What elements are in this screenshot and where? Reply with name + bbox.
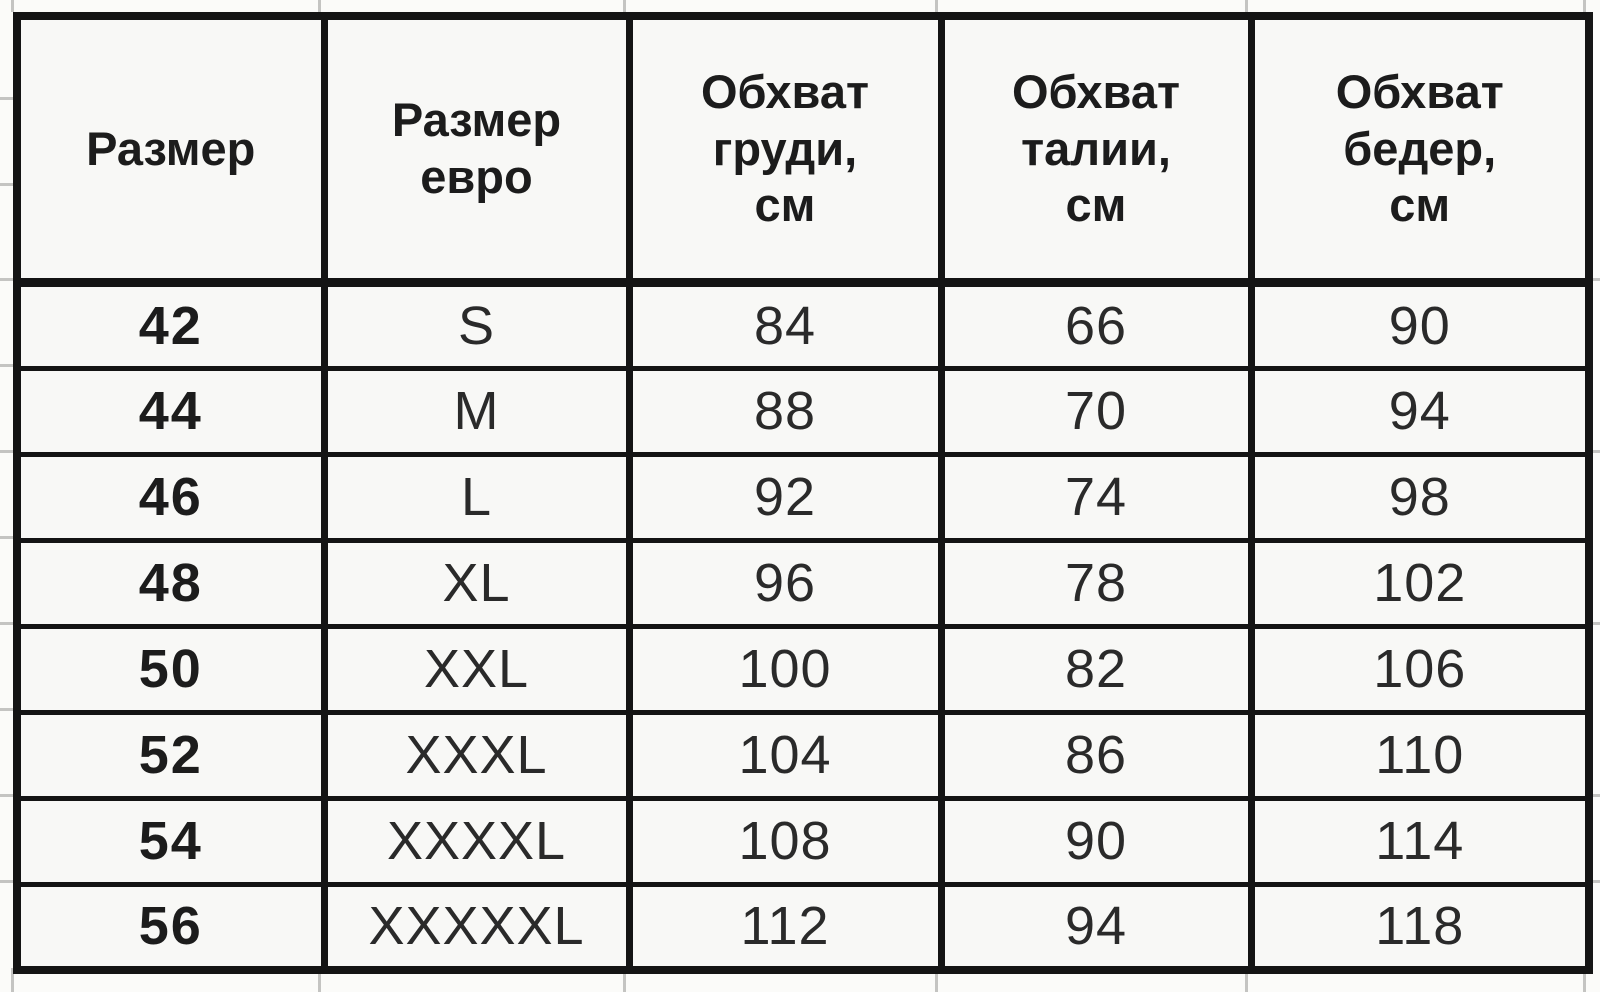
gridline-tick [935, 968, 938, 992]
header-line: Обхват [701, 65, 869, 119]
cell-waist: 66 [937, 279, 1255, 371]
table-row: 42 S 84 66 90 [13, 279, 1593, 371]
gridline-tick [623, 968, 626, 992]
header-line: талии, [1021, 121, 1171, 175]
cell-euro: XL [320, 537, 633, 629]
header-line: Обхват [1012, 65, 1180, 119]
cell-hips: 102 [1247, 537, 1593, 629]
header-waist: Обхват талии, см [937, 13, 1255, 287]
cell-chest: 112 [625, 881, 945, 973]
cell-size: 44 [13, 365, 328, 457]
cell-waist: 94 [937, 881, 1255, 973]
cell-euro: L [320, 451, 633, 543]
header-line: Обхват [1335, 65, 1504, 119]
header-line: см [1389, 177, 1451, 231]
cell-waist: 82 [937, 623, 1255, 715]
table-row: 46 L 92 74 98 [13, 451, 1593, 543]
gridline-tick [1587, 794, 1600, 797]
header-line: бедер, [1343, 121, 1497, 175]
gridline-tick [0, 97, 13, 100]
cell-hips: 114 [1247, 795, 1593, 887]
gridline-tick [0, 536, 13, 539]
cell-euro: S [320, 279, 633, 371]
header-line: см [754, 177, 816, 231]
header-euro-size: Размер евро [320, 13, 633, 287]
cell-euro: XXXL [320, 709, 633, 801]
gridline-tick [0, 278, 13, 281]
cell-size: 46 [13, 451, 328, 543]
gridline-tick [1587, 278, 1600, 281]
cell-euro: XXL [320, 623, 633, 715]
gridline-tick [1587, 622, 1600, 625]
cell-chest: 108 [625, 795, 945, 887]
table-row: 54 XXXXL 108 90 114 [13, 795, 1593, 887]
gridline-tick [11, 968, 14, 992]
gridline-tick [1587, 450, 1600, 453]
cell-size: 56 [13, 881, 328, 973]
cell-hips: 90 [1247, 279, 1593, 371]
table-row: 56 XXXXXL 112 94 118 [13, 881, 1593, 973]
header-line: Размер [391, 93, 562, 147]
cell-size: 48 [13, 537, 328, 629]
gridline-tick [1583, 0, 1586, 12]
header-line: см [1065, 177, 1127, 231]
cell-hips: 106 [1247, 623, 1593, 715]
cell-chest: 92 [625, 451, 945, 543]
gridline-tick [935, 0, 938, 12]
size-chart-table: Размер Размер евро Обхват груди, см Обхв… [13, 12, 1593, 974]
cell-chest: 104 [625, 709, 945, 801]
header-hips: Обхват бедер, см [1247, 13, 1593, 287]
gridline-tick [0, 708, 13, 711]
cell-hips: 94 [1247, 365, 1593, 457]
table-row: 44 M 88 70 94 [13, 365, 1593, 457]
cell-chest: 100 [625, 623, 945, 715]
cell-hips: 118 [1247, 881, 1593, 973]
gridline-tick [0, 183, 13, 186]
gridline-tick [11, 0, 14, 12]
cell-euro: XXXXXL [320, 881, 633, 973]
gridline-tick [318, 968, 321, 992]
cell-size: 52 [13, 709, 328, 801]
cell-waist: 74 [937, 451, 1255, 543]
cell-hips: 98 [1247, 451, 1593, 543]
gridline-tick [0, 622, 13, 625]
cell-chest: 96 [625, 537, 945, 629]
table-row: 52 XXXL 104 86 110 [13, 709, 1593, 801]
cell-waist: 90 [937, 795, 1255, 887]
cell-waist: 70 [937, 365, 1255, 457]
gridline-tick [1587, 880, 1600, 883]
gridline-tick [1245, 0, 1248, 12]
cell-waist: 86 [937, 709, 1255, 801]
gridline-tick [318, 0, 321, 12]
header-chest: Обхват груди, см [625, 13, 945, 287]
header-line: Размер [86, 121, 256, 175]
gridline-tick [0, 794, 13, 797]
cell-euro: M [320, 365, 633, 457]
cell-waist: 78 [937, 537, 1255, 629]
header-line: евро [420, 149, 533, 203]
gridline-tick [1245, 968, 1248, 992]
cell-size: 54 [13, 795, 328, 887]
gridline-tick [0, 880, 13, 883]
cell-hips: 110 [1247, 709, 1593, 801]
table-row: 50 XXL 100 82 106 [13, 623, 1593, 715]
gridline-tick [0, 450, 13, 453]
gridline-tick [0, 364, 13, 367]
cell-size: 42 [13, 279, 328, 371]
cell-chest: 88 [625, 365, 945, 457]
cell-size: 50 [13, 623, 328, 715]
gridline-tick [623, 0, 626, 12]
cell-chest: 84 [625, 279, 945, 371]
gridline-tick [1583, 968, 1586, 992]
table-row: 48 XL 96 78 102 [13, 537, 1593, 629]
table-header-row: Размер Размер евро Обхват груди, см Обхв… [13, 13, 1593, 287]
header-line: груди, [712, 121, 858, 175]
cell-euro: XXXXL [320, 795, 633, 887]
header-size: Размер [13, 13, 328, 287]
